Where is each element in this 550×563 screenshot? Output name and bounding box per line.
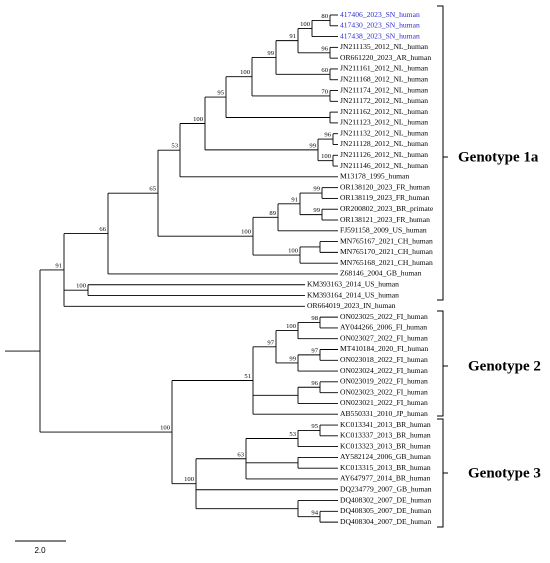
bootstrap-value: 99 [267, 50, 274, 57]
leaf-label: MT410184_2020_FI_human [340, 344, 428, 353]
leaf-label: 417438_2023_SN_human [340, 31, 420, 40]
leaf-label: ON023021_2022_FI_human [340, 398, 428, 407]
bootstrap-value: 98 [311, 315, 318, 322]
leaf-label: AY647977_2014_BR_human [340, 474, 431, 483]
bootstrap-value: 100 [288, 248, 299, 255]
leaf-label: JN211161_2012_NL_human [340, 64, 428, 73]
leaf-label: OR200802_2023_BR_primate [340, 204, 434, 213]
genotype-label: Genotype 2 [468, 358, 541, 374]
leaf-label: M13178_1995_human [340, 172, 409, 181]
leaf-label: ON023024_2022_FI_human [340, 366, 428, 375]
leaf-label: Z68146_2004_GB_human [340, 269, 422, 278]
leaf-label: MN765167_2021_CH_human [340, 236, 433, 245]
leaf-label: JN211172_2012_NL_human [340, 96, 428, 105]
genotype-label: Genotype 1a [458, 149, 539, 165]
bootstrap-value: 89 [269, 210, 276, 217]
leaf-label: ON023019_2022_FI_human [340, 377, 428, 386]
leaf-label: KC013341_2013_BR_human [340, 420, 431, 429]
leaf-label: KM393163_2014_US_human [307, 280, 399, 289]
bracket [437, 310, 448, 417]
bootstrap-value: 96 [321, 45, 328, 52]
bootstrap-value: 53 [289, 431, 296, 438]
bootstrap-value: 91 [289, 33, 296, 40]
bootstrap-value: 60 [321, 67, 328, 74]
bracket [437, 5, 448, 301]
leaf-label: JN211135_2012_NL_human [340, 42, 428, 51]
bootstrap-value: 65 [149, 186, 156, 193]
leaf-label: DQ408305_2007_DE_human [340, 506, 431, 515]
bootstrap-value: 95 [217, 90, 224, 97]
leaf-label: 417406_2023_SN_human [340, 10, 420, 19]
leaf-label: DQ408304_2007_DE_human [340, 517, 431, 526]
bootstrap-value: 63 [237, 451, 244, 458]
bootstrap-value: 97 [267, 339, 274, 346]
leaf-label: KM393164_2014_US_human [307, 290, 399, 299]
leaf-label: JN211162_2012_NL_human [340, 107, 428, 116]
leaf-label: JN211146_2012_NL_human [340, 161, 428, 170]
leaf-label: DQ234779_2007_GB_human [340, 485, 432, 494]
leaf-label: AY582124_2006_GB_human [340, 452, 431, 461]
bootstrap-value: 66 [99, 226, 106, 233]
bootstrap-value: 96 [324, 132, 331, 139]
leaf-label: JN211126_2012_NL_human [340, 150, 428, 159]
bootstrap-value: 91 [55, 262, 62, 269]
leaf-label: OR138119_2023_FR_human [340, 193, 430, 202]
bootstrap-value: 100 [321, 153, 332, 160]
leaf-label: AY044266_2006_FI_human [340, 323, 427, 332]
leaf-label: OR664019_2023_IN_human [307, 301, 396, 310]
bootstrap-value: 96 [311, 380, 318, 387]
leaf-label: OR138120_2023_FR_human [340, 182, 430, 191]
bracket [437, 418, 448, 528]
bootstrap-value: 100 [241, 229, 252, 236]
bootstrap-value: 99 [309, 142, 316, 149]
leaf-label: 417430_2023_SN_human [340, 21, 420, 30]
bootstrap-value: 99 [313, 207, 320, 214]
leaf-label: OR661220_2023_AR_human [340, 53, 431, 62]
bootstrap-value: 97 [311, 347, 318, 354]
leaf-label: ON023018_2022_FI_human [340, 355, 428, 364]
leaf-label: KC013323_2013_BR_human [340, 441, 431, 450]
leaf-label: JN211128_2012_NL_human [340, 139, 428, 148]
bootstrap-value: 91 [291, 196, 298, 203]
leaf-label: JN211123_2012_NL_human [340, 118, 428, 127]
bootstrap-value: 100 [240, 69, 251, 76]
leaf-label: MN765170_2021_CH_human [340, 247, 433, 256]
bootstrap-value: 100 [300, 21, 311, 28]
bootstrap-value: 99 [313, 186, 320, 193]
bootstrap-value: 99 [289, 355, 296, 362]
genotype-label: Genotype 3 [468, 465, 541, 481]
leaf-label: ON023027_2022_FI_human [340, 333, 428, 342]
leaf-label: DQ408302_2007_DE_human [340, 495, 431, 504]
leaf-label: MN765168_2021_CH_human [340, 258, 433, 267]
scale-label: 2.0 [34, 546, 46, 555]
leaf-label: KC013337_2013_BR_human [340, 431, 431, 440]
bootstrap-value: 100 [76, 283, 87, 290]
bootstrap-value: 100 [286, 323, 297, 330]
bootstrap-value: 51 [244, 373, 251, 380]
leaf-label: ON023023_2022_FI_human [340, 387, 428, 396]
bootstrap-value: 80 [321, 13, 328, 20]
bootstrap-value: 100 [160, 425, 171, 432]
bootstrap-value: 53 [171, 143, 178, 150]
bootstrap-value: 95 [311, 423, 318, 430]
leaf-label: JN211168_2012_NL_human [340, 74, 428, 83]
leaf-label: JN211132_2012_NL_human [340, 128, 428, 137]
leaf-label: FJ591158_2009_US_human [340, 226, 427, 235]
leaf-label: AB550331_2010_JP_human [340, 409, 428, 418]
bootstrap-value: 100 [184, 476, 195, 483]
leaf-label: JN211174_2012_NL_human [340, 85, 428, 94]
leaf-label: KC013315_2013_BR_human [340, 463, 431, 472]
leaf-label: OR138121_2023_FR_human [340, 215, 430, 224]
leaf-label: ON023025_2022_FI_human [340, 312, 428, 321]
bootstrap-value: 70 [321, 88, 328, 95]
bootstrap-value: 94 [311, 509, 318, 516]
bootstrap-value: 100 [193, 116, 204, 123]
